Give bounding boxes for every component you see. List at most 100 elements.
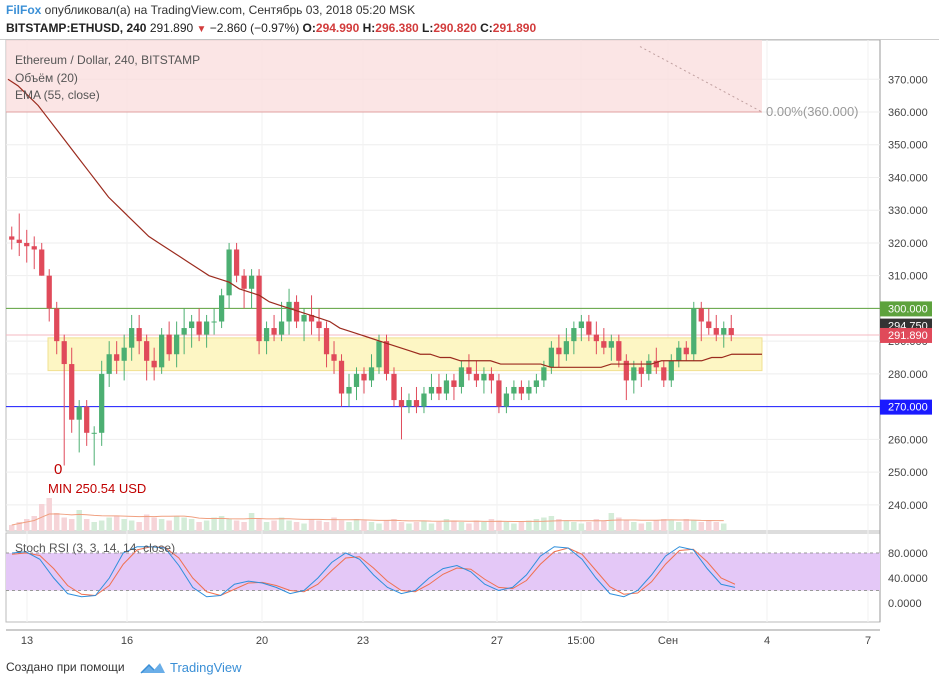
candle-body: [421, 393, 427, 407]
volume-bar: [676, 522, 682, 531]
volume-bar: [106, 517, 112, 531]
candle-body: [526, 386, 532, 394]
volume-bar: [331, 517, 337, 531]
volume-bar: [188, 519, 195, 531]
candle-body: [159, 334, 165, 368]
volume-bar: [136, 522, 142, 531]
level-300-tag: 300.000: [888, 303, 928, 315]
candle-body: [398, 400, 405, 407]
candle-body: [16, 239, 22, 243]
time-tick-label: 23: [357, 635, 369, 647]
candle-body: [189, 321, 195, 329]
volume-bar: [83, 519, 90, 531]
time-tick-label: 27: [491, 635, 503, 647]
candle-body: [286, 301, 292, 322]
volume-bar: [586, 522, 592, 531]
candle-body: [571, 328, 577, 342]
open-label: O:: [302, 21, 316, 35]
volume-bar: [9, 525, 15, 531]
candle-body: [368, 367, 375, 381]
price-tick-label: 250.000: [888, 467, 928, 479]
candle-body: [226, 249, 232, 296]
volume-bar: [376, 523, 382, 531]
volume-bar: [443, 519, 450, 531]
volume-bar: [683, 519, 690, 531]
volume-bar: [31, 516, 37, 531]
candle-body: [548, 347, 554, 368]
candle-body: [608, 341, 614, 348]
price-tick-label: 370.000: [888, 74, 928, 86]
candle-body: [436, 386, 442, 394]
volume-bar: [121, 519, 127, 531]
time-tick-label: 16: [121, 635, 133, 647]
candle-body: [518, 386, 525, 394]
volume-bar: [406, 523, 412, 531]
stoch-k-line: [11, 546, 736, 598]
candle-body: [638, 367, 644, 374]
change-value: −2.860 (−0.97%): [209, 21, 300, 35]
candle-body: [541, 367, 547, 381]
price-tick-label: 340.000: [888, 172, 928, 184]
volume-bar: [346, 522, 352, 531]
time-tick-label: 20: [256, 635, 268, 647]
candle-body: [578, 321, 584, 329]
candle-body: [203, 321, 210, 335]
volume-bar: [301, 523, 307, 531]
candle-body: [556, 347, 562, 355]
price-tick-label: 310.000: [888, 271, 928, 283]
candle-body: [278, 321, 285, 335]
candle-body: [129, 328, 135, 348]
volume-bar: [616, 517, 622, 531]
candle-body: [361, 373, 367, 381]
close-label: C:: [480, 21, 493, 35]
candle-body: [451, 380, 457, 387]
candle-body: [661, 367, 667, 381]
price-chart[interactable]: 0.00%(360.000) 0 MIN 250.54 USD 370.000 360.…: [0, 0, 939, 655]
stoch-d-line: [11, 546, 736, 597]
volume-bar: [173, 516, 180, 531]
author-link[interactable]: FilFox: [6, 3, 42, 17]
open-value: 294.990: [315, 21, 360, 35]
volume-bar: [698, 522, 705, 531]
candle-body: [698, 308, 704, 322]
volume-bar: [256, 519, 262, 531]
last-price: 291.890: [149, 21, 194, 35]
price-tick-label: 360.000: [888, 107, 928, 119]
volume-bar: [151, 517, 157, 531]
candle-body: [488, 373, 495, 381]
volume-bar: [196, 522, 202, 531]
price-tick-label: 330.000: [888, 205, 928, 217]
candle-body: [241, 275, 247, 289]
publish-text: опубликовал(а) на TradingView.com, Сентя…: [41, 3, 416, 17]
volume-bar: [518, 522, 525, 531]
candle-body: [676, 347, 682, 361]
candle-body: [706, 321, 712, 329]
volume-bar: [593, 519, 600, 531]
volume-bar: [436, 522, 442, 531]
volume-bar: [601, 520, 607, 531]
volume-bar: [16, 522, 22, 531]
volume-bar: [368, 522, 375, 531]
main-pane-frame: [5, 39, 881, 532]
candle-body: [466, 367, 472, 374]
volume-bar: [271, 520, 277, 531]
candle-body: [218, 295, 225, 322]
tradingview-name: TradingView: [170, 660, 242, 675]
candle-body: [586, 321, 592, 335]
candle-body: [174, 334, 180, 355]
candle-body: [391, 373, 397, 401]
volume-bar: [61, 517, 67, 531]
stoch-tick-label: 0.0000: [888, 598, 922, 610]
volume-bar: [68, 519, 75, 531]
legend-volume: Объём (20): [15, 71, 78, 85]
volume-ma-line: [11, 513, 724, 526]
candle-body: [653, 360, 659, 368]
volume-bar: [143, 514, 150, 531]
candle-body: [413, 400, 420, 407]
tradingview-brand[interactable]: TradingView: [140, 658, 242, 675]
volume-bar: [263, 522, 270, 531]
candle-body: [39, 249, 45, 276]
fib-trend-line: [639, 46, 763, 113]
time-tick-label: 4: [764, 635, 770, 647]
candle-body: [144, 341, 150, 361]
